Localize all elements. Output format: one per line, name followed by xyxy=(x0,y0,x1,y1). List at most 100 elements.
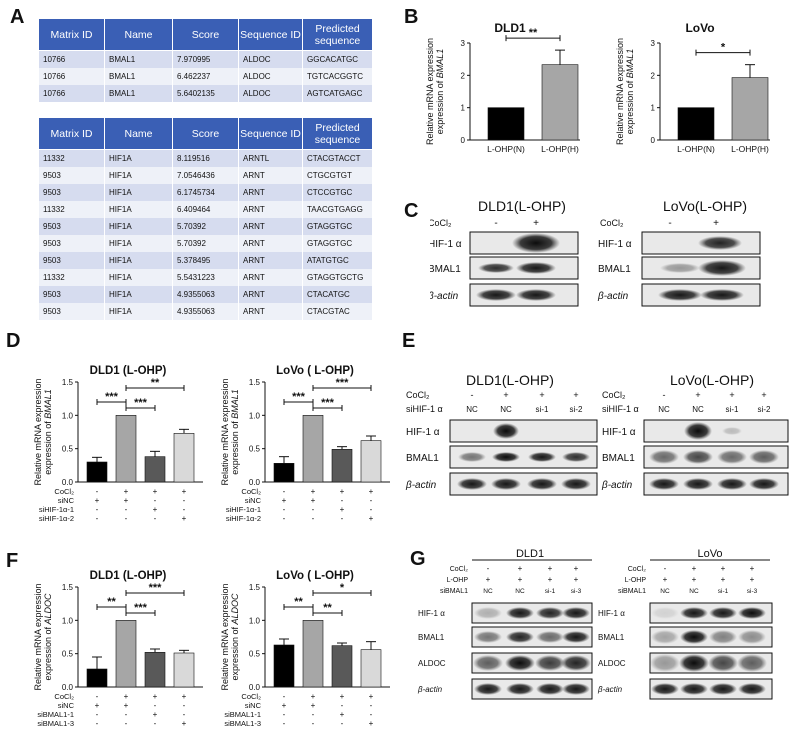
table-cell: 9503 xyxy=(38,302,105,320)
condition-mark: + xyxy=(369,487,374,496)
condition-mark: + xyxy=(311,496,316,505)
bar xyxy=(360,649,382,688)
bar xyxy=(331,645,353,688)
blot-row-label: β-actin xyxy=(597,685,623,694)
blot-band xyxy=(506,631,534,643)
condition-mark: - xyxy=(154,719,157,728)
blot-row-label: β-actin xyxy=(430,291,459,302)
table-cell: HIF1A xyxy=(104,217,173,235)
y-axis-label: Relative mRNA expression xyxy=(220,583,230,690)
blot-band xyxy=(562,452,590,462)
blot-band xyxy=(708,654,738,672)
x-tick-label: L-OHP(N) xyxy=(487,144,525,154)
condition-label: CoCl₂ xyxy=(54,692,74,701)
condition-mark: - xyxy=(487,564,490,573)
table-cell: 5.6402135 xyxy=(172,84,239,102)
condition-label: CoCl₂ xyxy=(430,218,452,228)
blot-row-label: BMAL1 xyxy=(602,453,635,464)
table-cell: ARNT xyxy=(238,234,303,252)
condition-label: L-OHP xyxy=(447,577,469,584)
chart-f-lovo: LoVo ( L-OHP) Relative mRNA expression exp… xyxy=(220,570,390,728)
blot-row-label: HIF-1 α xyxy=(430,239,462,250)
y-axis-label: expression of ALDOC xyxy=(43,593,53,681)
chart-b-lovo: LoVo Relative mRNA expression expression o… xyxy=(615,21,770,154)
condition-mark: + xyxy=(663,575,668,584)
condition-mark: - xyxy=(312,719,315,728)
y-axis-label: Relative mRNA expression xyxy=(220,378,230,485)
y-tick-label: 1 xyxy=(461,104,466,113)
y-tick-label: 0.5 xyxy=(62,650,74,659)
condition-label: siHIF-1α-1 xyxy=(226,505,261,514)
blot-strip xyxy=(449,419,598,443)
condition-mark: - xyxy=(341,701,344,710)
condition-label: siNC xyxy=(245,496,262,505)
condition-mark: si-1 xyxy=(718,588,729,595)
blot-band xyxy=(536,607,564,619)
blot-band xyxy=(562,631,590,643)
table-cell: 9503 xyxy=(38,234,105,252)
table-header-cell: Score xyxy=(172,18,239,51)
y-tick-label: 0 xyxy=(651,136,656,145)
y-axis-label: expression of BMAL1 xyxy=(625,49,635,135)
blot-band xyxy=(493,423,519,439)
condition-mark: si-1 xyxy=(545,588,556,595)
condition-mark: - xyxy=(312,710,315,719)
condition-mark: - xyxy=(183,496,186,505)
condition-mark: - xyxy=(283,514,286,523)
blot-row-label: ALDOC xyxy=(418,659,446,668)
condition-mark: + xyxy=(574,575,579,584)
table-cell: HIF1A xyxy=(104,183,173,201)
condition-mark: + xyxy=(548,575,553,584)
table-cell: ALDOC xyxy=(238,50,303,68)
table-header-cell: Predicted sequence xyxy=(302,18,373,51)
blot-row-label: HIF-1 α xyxy=(418,609,445,618)
blot-band xyxy=(651,630,679,644)
blot-band xyxy=(527,478,557,490)
blot-band xyxy=(683,450,713,464)
table-cell: 9503 xyxy=(38,183,105,201)
condition-label: siBMAL1 xyxy=(618,588,646,595)
table-cell: GTAGGTGCTG xyxy=(302,268,373,286)
x-tick-label: L-OHP(H) xyxy=(541,144,579,154)
condition-mark: + xyxy=(153,487,158,496)
table-cell: 7.0546436 xyxy=(172,166,239,184)
bar xyxy=(360,440,382,483)
blot-band xyxy=(680,607,708,619)
condition-mark: - xyxy=(341,496,344,505)
table-row: 10766 BMAL1 7.970995 ALDOC GGCACATGC xyxy=(38,50,373,68)
table-cell: GTAGGTGC xyxy=(302,217,373,235)
table-cell: ARNT xyxy=(238,217,303,235)
condition-mark: + xyxy=(539,390,544,400)
chart-title: LoVo ( L-OHP) xyxy=(276,365,354,377)
blot-band xyxy=(700,289,744,301)
y-tick-label: 0.5 xyxy=(249,650,261,659)
table-cell: GTAGGTGC xyxy=(302,234,373,252)
table-cell: 6.1745734 xyxy=(172,183,239,201)
condition-mark: + xyxy=(95,496,100,505)
table-cell: HIF1A xyxy=(104,234,173,252)
blot-title: LoVo(L-OHP) xyxy=(663,198,747,214)
blot-band xyxy=(474,607,502,619)
condition-mark: + xyxy=(311,692,316,701)
table-cell: 9503 xyxy=(38,217,105,235)
blot-row-label: HIF-1 α xyxy=(602,427,636,438)
table-row: 11332 HIF1A 6.409464 ARNT TAACGTGAGG xyxy=(38,200,373,218)
condition-mark: - xyxy=(125,710,128,719)
condition-mark: + xyxy=(153,505,158,514)
condition-label: siBMAL1-3 xyxy=(37,719,74,728)
condition-mark: - xyxy=(664,564,667,573)
condition-label: siNC xyxy=(58,496,75,505)
blot-row-label: BMAL1 xyxy=(418,633,445,642)
condition-mark: - xyxy=(341,719,344,728)
table-cell: ARNT xyxy=(238,302,303,320)
condition-mark: si-1 xyxy=(536,405,549,414)
blot-band xyxy=(536,631,564,643)
condition-mark: + xyxy=(124,692,129,701)
table-cell: BMAL1 xyxy=(104,84,173,102)
y-tick-label: 2 xyxy=(651,71,656,80)
condition-mark: + xyxy=(182,487,187,496)
blot-band xyxy=(738,607,766,619)
condition-mark: + xyxy=(311,701,316,710)
chart-title: LoVo xyxy=(685,21,714,35)
y-tick-label: 1.5 xyxy=(62,378,74,387)
